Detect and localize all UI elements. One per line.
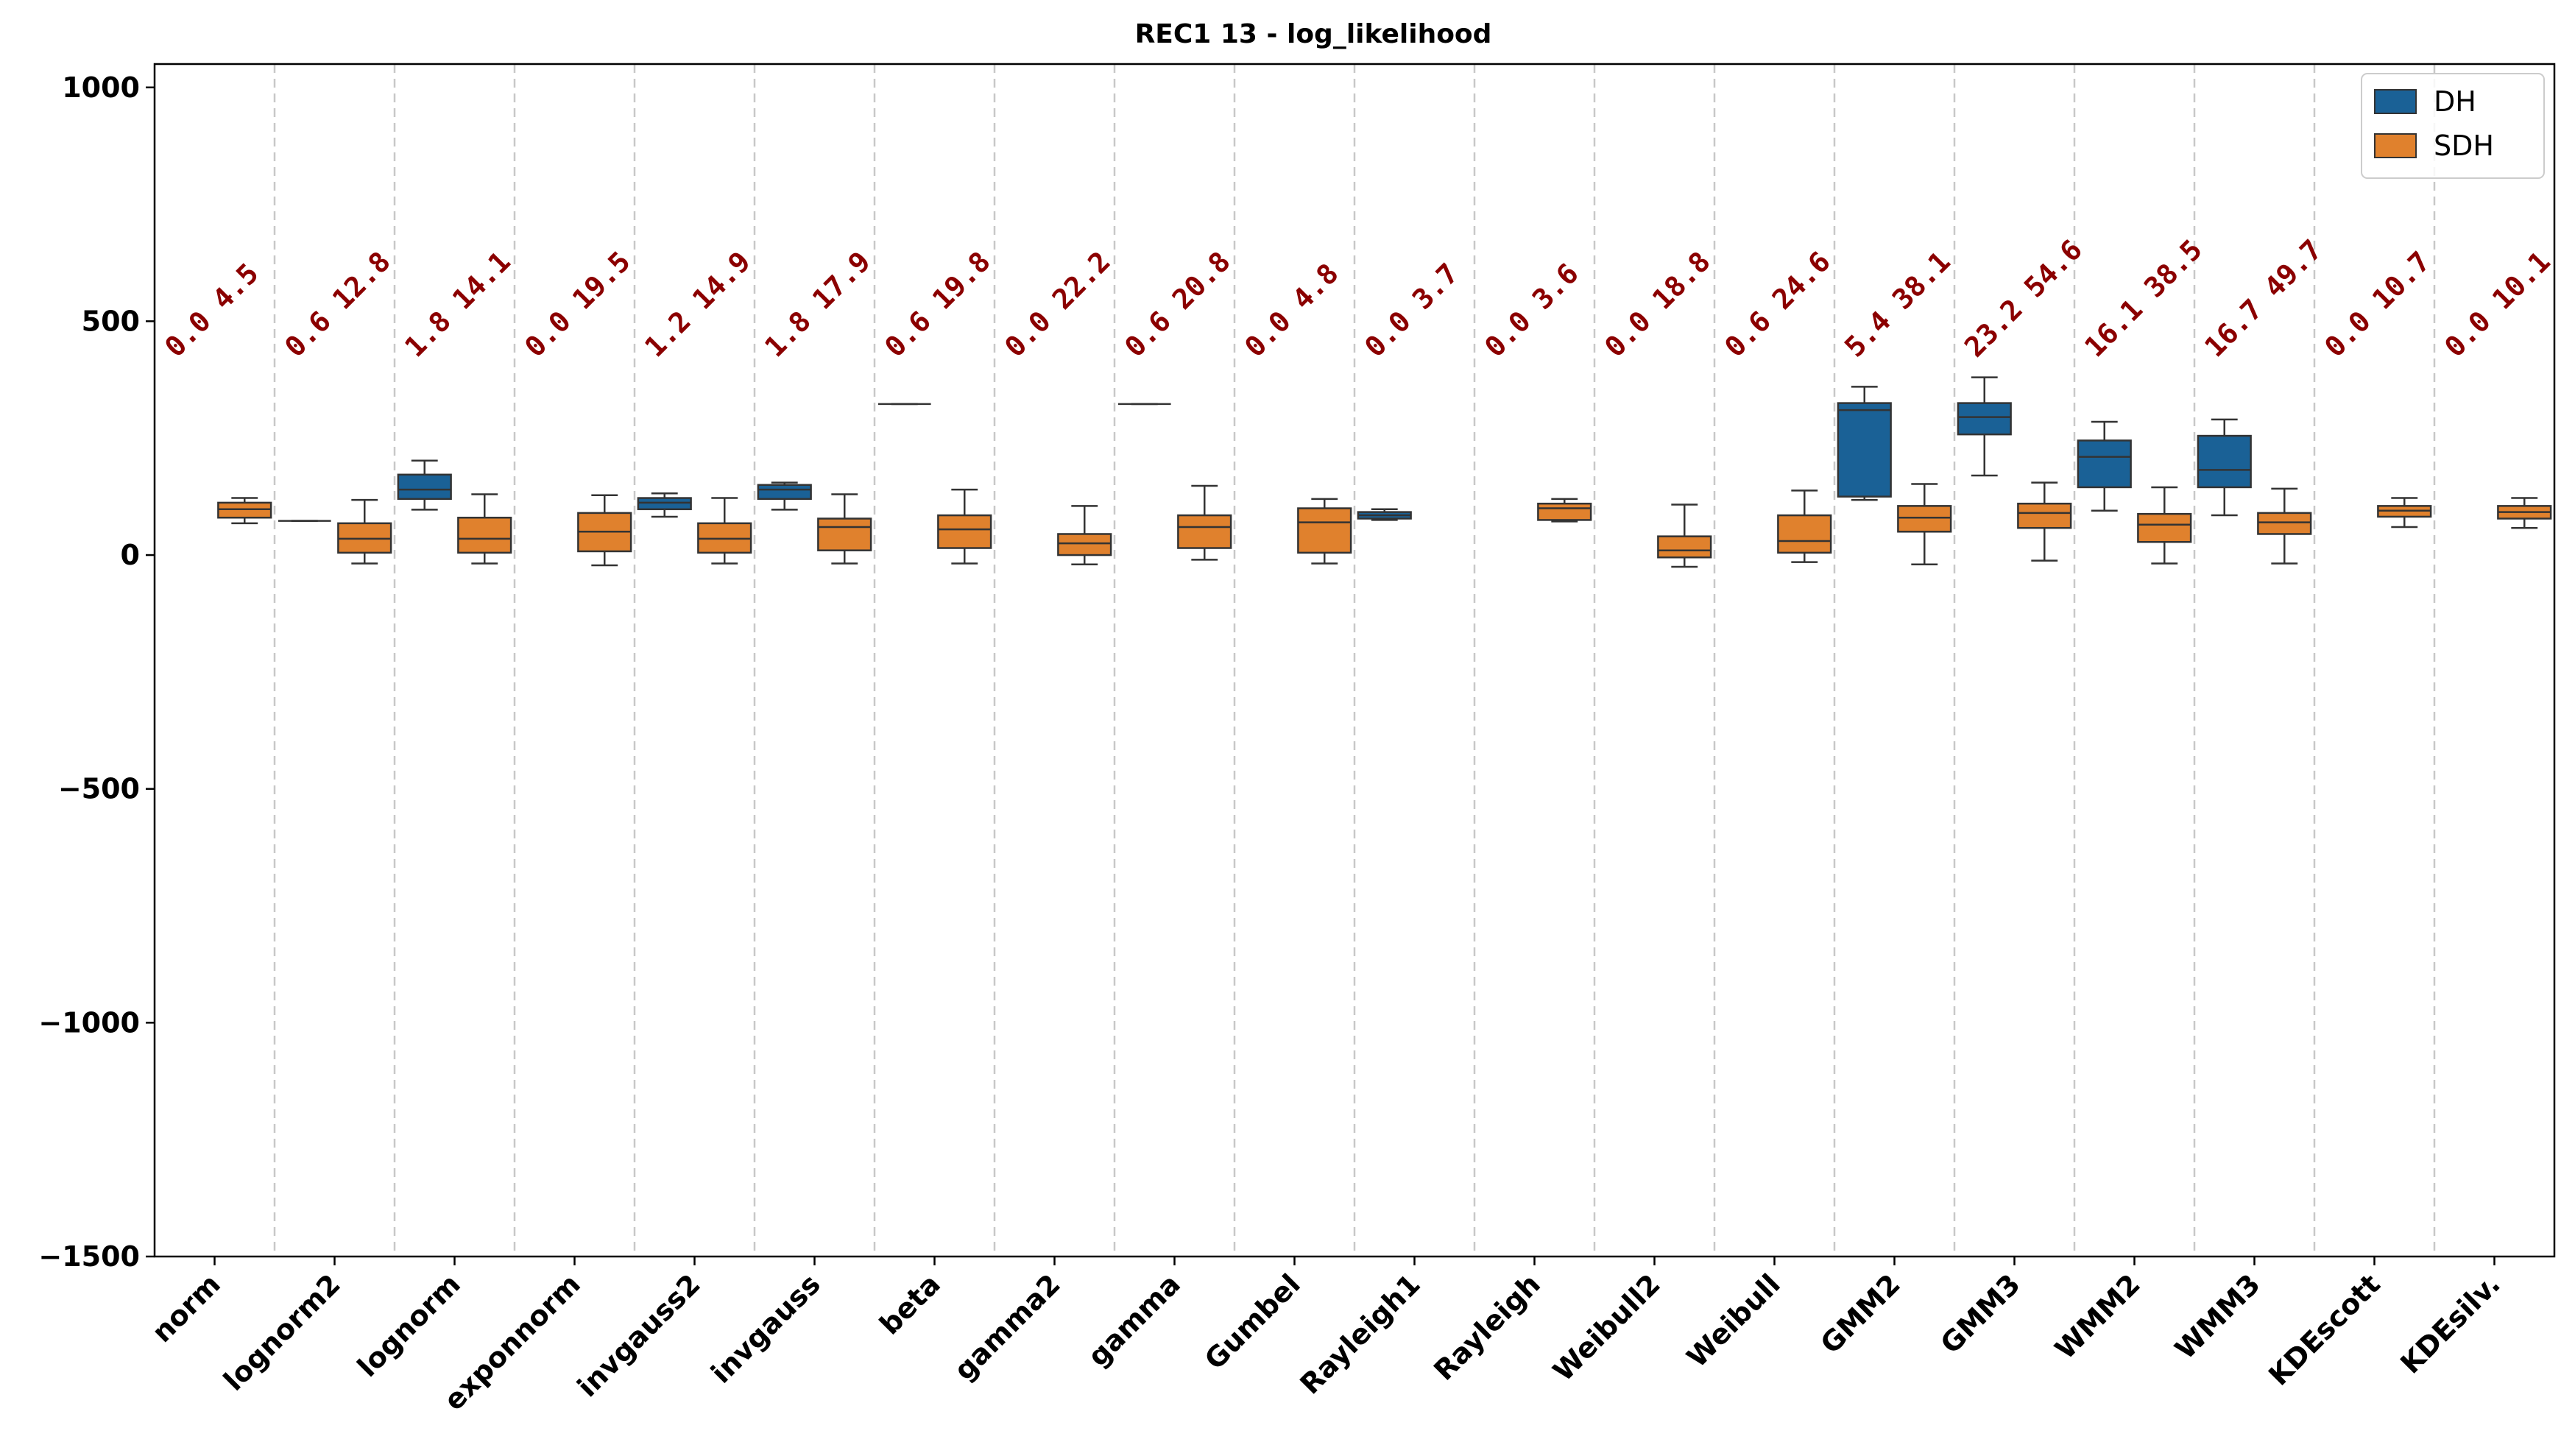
- box-dh-invgauss2: [637, 492, 692, 518]
- y-tick-label: 500: [82, 305, 140, 337]
- box-body: [457, 516, 512, 554]
- box-dh-lognorm: [397, 459, 452, 511]
- box-sdh-weibull2: [1657, 503, 1712, 568]
- box-body: [1777, 514, 1832, 554]
- box-dh-rayleigh1: [1357, 508, 1412, 521]
- chart-title: REC1 13 - log_likelihood: [1135, 19, 1492, 49]
- y-tick-label: −500: [58, 773, 140, 805]
- box-sdh-invgauss: [817, 493, 872, 565]
- box-dh-wmm2: [2077, 420, 2132, 512]
- box-sdh-exponnorm: [577, 494, 632, 567]
- box-body: [937, 514, 992, 549]
- box-sdh-wmm3: [2257, 487, 2312, 565]
- box-sdh-beta: [937, 488, 992, 565]
- legend-label-sdh: SDH: [2434, 130, 2494, 162]
- box-body: [397, 473, 452, 501]
- box-body: [2137, 512, 2192, 543]
- axes-frame: [153, 63, 2556, 1258]
- box-sdh-gmm2: [1897, 483, 1952, 566]
- box-body: [1177, 514, 1232, 549]
- y-tick-label: −1000: [38, 1006, 140, 1039]
- box-body: [2017, 502, 2072, 529]
- box-dh-gmm2: [1837, 386, 1892, 501]
- box-sdh-gumbel: [1297, 498, 1352, 565]
- legend-swatch-dh: [2374, 89, 2417, 114]
- box-body: [1897, 505, 1952, 533]
- box-body: [1837, 402, 1892, 498]
- box-sdh-kdescott: [2377, 497, 2432, 529]
- box-sdh-invgauss2: [697, 497, 752, 565]
- box-dh-wmm3: [2197, 418, 2252, 517]
- box-sdh-wmm2: [2137, 486, 2192, 565]
- box-body: [2077, 439, 2132, 489]
- box-body: [217, 501, 272, 519]
- box-body: [1297, 507, 1352, 554]
- box-body: [2257, 512, 2312, 535]
- box-body: [1537, 502, 1592, 521]
- box-sdh-weibull: [1777, 490, 1832, 563]
- box-body: [757, 484, 812, 501]
- box-sdh-gmm3: [2017, 481, 2072, 562]
- legend-label-dh: DH: [2434, 85, 2476, 118]
- box-sdh-lognorm: [457, 493, 512, 565]
- box-body: [817, 517, 872, 551]
- box-sdh-kdesilv: [2497, 497, 2552, 529]
- y-tick-label: −1500: [38, 1240, 140, 1273]
- box-body: [1057, 533, 1112, 556]
- box-sdh-gamma: [1177, 484, 1232, 561]
- y-tick-label: 0: [121, 539, 140, 571]
- legend: DH SDH: [2361, 73, 2545, 179]
- box-sdh-gamma2: [1057, 505, 1112, 566]
- box-sdh-lognorm2: [337, 498, 392, 565]
- box-dh-invgauss: [757, 481, 812, 511]
- box-sdh-rayleigh: [1537, 498, 1592, 523]
- legend-swatch-sdh: [2374, 133, 2417, 158]
- box-body: [2197, 434, 2252, 489]
- box-sdh-norm: [217, 497, 272, 525]
- box-body: [637, 497, 692, 511]
- y-tick-label: 1000: [62, 71, 140, 104]
- box-body: [1657, 535, 1712, 559]
- box-body: [1957, 402, 2012, 436]
- box-dh-gmm3: [1957, 376, 2012, 477]
